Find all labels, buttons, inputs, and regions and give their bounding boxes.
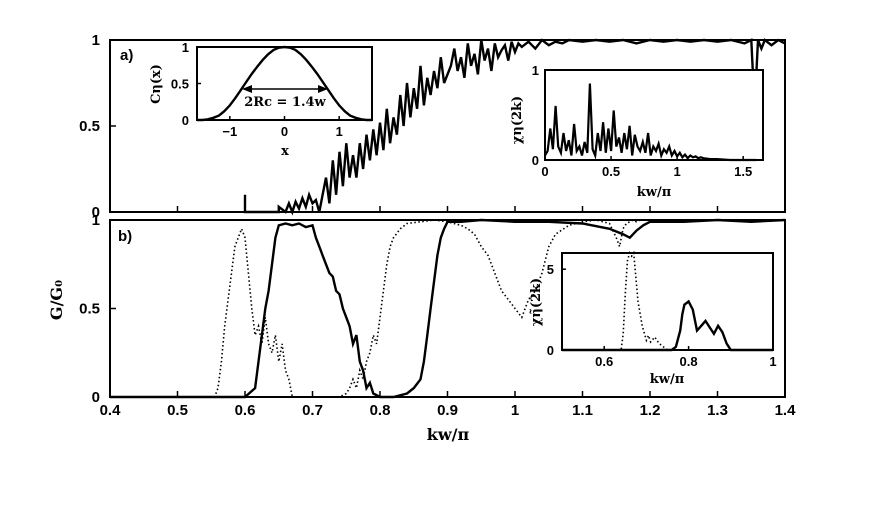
inset-a2-xtick-label: 0.5 xyxy=(602,164,620,179)
panel-b-xtick-label: 1.4 xyxy=(775,402,797,419)
inset-a2-bg xyxy=(545,70,763,160)
panel-b: b) 00.51 0.4 0.5 0.6 0.7 0.8 0.9 1 1.1 1.2 1.3 1.4… xyxy=(47,212,796,444)
inset-a1-xtick-label: −1 xyxy=(222,124,237,139)
panel-b-ytick-label: 0 xyxy=(92,389,100,406)
panel-a-ytick-label: 1 xyxy=(92,32,100,49)
inset-a1-arrow xyxy=(242,85,328,93)
panel-a-ytick-label: 0.5 xyxy=(79,118,100,135)
inset-a2-xtick-label: 0 xyxy=(541,164,548,179)
inset-a1-xticks: −1 0 1 xyxy=(222,116,343,139)
inset-a1-ylabel: Cη(x) xyxy=(149,64,164,104)
inset-b-ylabel: χη̃(2k) xyxy=(529,278,544,326)
inset-b-series-1 xyxy=(562,250,773,351)
panel-b-ytick-label: 0.5 xyxy=(79,301,100,318)
inset-b-frame xyxy=(561,252,774,351)
inset-a1-ytick-label: 0.5 xyxy=(171,77,189,92)
panel-b-label: b) xyxy=(118,228,132,245)
panel-b-xtick-label: 0.8 xyxy=(370,402,391,419)
inset-a1-yticks: 00.51 xyxy=(171,40,201,128)
panel-b-xtick-label: 1 xyxy=(511,402,519,419)
panel-b-xtick-label: 0.6 xyxy=(235,402,256,419)
inset-a1-xlabel: x xyxy=(281,144,289,159)
inset-a1: 2Rc = 1.4w 00.51 −1 0 1 x Cη(x) xyxy=(149,40,373,159)
inset-b-yticks: 05 xyxy=(547,262,566,358)
panel-b-ytick-label: 1 xyxy=(92,212,100,229)
panel-b-xtick-label: 1.1 xyxy=(572,402,593,419)
panel-b-xticks: 0.4 0.5 0.6 0.7 0.8 0.9 1 1.1 1.2 1.3 1.4 xyxy=(100,391,797,419)
panel-b-xtick-label: 0.4 xyxy=(100,402,122,419)
inset-a2-xlabel: kw/π xyxy=(637,185,672,200)
inset-a2-ylabel: χη(2k) xyxy=(510,96,525,144)
inset-a1-annotation: 2Rc = 1.4w xyxy=(244,95,326,110)
panel-b-series-1 xyxy=(110,219,785,398)
inset-a2-frame xyxy=(544,69,764,161)
inset-b-xlabel: kw/π xyxy=(650,372,685,387)
inset-a2-xtick-label: 1 xyxy=(674,164,681,179)
panel-b-yticks: 00.51 xyxy=(79,212,116,406)
inset-a2-ytick-label: 0 xyxy=(532,153,539,168)
panel-a-series-0 xyxy=(243,38,786,216)
inset-a2-series-0 xyxy=(544,83,757,162)
inset-a1-ytick-label: 0 xyxy=(182,113,189,128)
inset-a2-ytick-label: 1 xyxy=(532,63,539,78)
inset-b-ytick-label: 0 xyxy=(547,343,554,358)
inset-a2: 0 1 0 0.5 1 1.5 kw/π χη(2k) xyxy=(510,63,764,200)
inset-b-xtick-label: 1 xyxy=(769,354,776,369)
panel-b-xtick-label: 1.2 xyxy=(640,402,661,419)
panel-b-xtick-label: 0.5 xyxy=(167,402,188,419)
inset-b-xtick-label: 0.8 xyxy=(680,354,698,369)
panel-b-xtick-label: 0.9 xyxy=(437,402,458,419)
inset-a2-xticks: 0 0.5 1 1.5 xyxy=(541,156,752,179)
inset-b-bg xyxy=(562,253,773,350)
panel-a-ytick-label: 0 xyxy=(92,204,100,221)
inset-b-xticks: 0.6 0.8 1 xyxy=(595,346,777,369)
inset-a1-ytick-label: 1 xyxy=(182,40,189,55)
panel-b-ylabel: G/G₀ xyxy=(47,280,66,320)
inset-a2-xtick-label: 1.5 xyxy=(734,164,752,179)
panel-b-xlabel: kw/π xyxy=(427,425,470,444)
inset-a1-xtick-label: 0 xyxy=(281,124,288,139)
panel-b-series-0 xyxy=(110,218,786,399)
inset-b-series-0 xyxy=(562,299,773,352)
inset-b: 05 0.6 0.8 1 kw/π χη̃(2k) xyxy=(529,250,777,387)
inset-b-xtick-label: 0.6 xyxy=(595,354,613,369)
panel-b-xtick-label: 1.3 xyxy=(707,402,728,419)
panel-a-label: a) xyxy=(120,47,133,64)
inset-b-ytick-label: 5 xyxy=(547,262,554,277)
panel-a: a) 00.51 xyxy=(79,32,786,221)
panel-a-yticks: 00.51 xyxy=(79,32,116,221)
panel-b-xtick-label: 0.7 xyxy=(302,402,323,419)
inset-a1-xtick-label: 1 xyxy=(336,124,343,139)
